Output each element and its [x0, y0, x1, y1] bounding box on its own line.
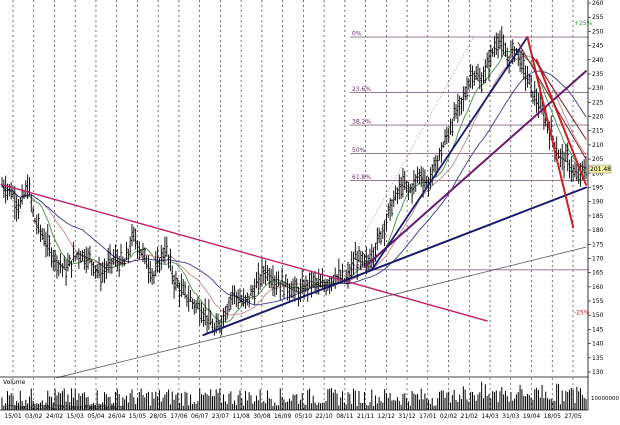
price-tick-label: 150 — [592, 312, 604, 319]
date-tick-label: 02/02 — [440, 413, 457, 420]
price-tick-label: 135 — [592, 355, 604, 362]
date-tick-label: 28/05 — [150, 413, 167, 420]
date-tick-label: 21/11 — [357, 413, 374, 420]
date-tick-label: 05/10 — [295, 413, 312, 420]
price-tick-label: 230 — [592, 85, 604, 92]
date-tick-label: 23/07 — [212, 413, 229, 420]
date-tick-label: 12/12 — [378, 413, 395, 420]
trend-line-long — [56, 246, 587, 379]
fibonacci-levels: 0%23.6%38.2%50%61.8%100% — [339, 31, 588, 279]
price-tick-label: 185 — [592, 213, 604, 220]
volume-label: Volume — [3, 379, 26, 386]
date-tick-label: 11/08 — [232, 413, 249, 420]
trend-line-thin-1 — [517, 42, 587, 160]
volume-tick-label: 10000000 — [591, 396, 619, 402]
fibonacci-label: 50% — [352, 147, 366, 154]
date-tick-label: 03/02 — [25, 413, 42, 420]
date-tick-label: 24/02 — [46, 413, 63, 420]
trend-line-descending — [1, 183, 488, 322]
fibonacci-label: 38.2% — [352, 119, 371, 126]
date-tick-label: 15/01 — [4, 413, 21, 420]
price-tick-label: 200 — [592, 170, 604, 177]
fibonacci-label: 23.6% — [352, 86, 371, 93]
current-price-label: 201.48 — [590, 166, 611, 173]
price-tick-label: 145 — [592, 326, 604, 333]
price-tick-label: 195 — [592, 185, 604, 192]
date-tick-label: 17/01 — [419, 413, 436, 420]
date-tick-label: 17/06 — [170, 413, 187, 420]
price-tick-label: 130 — [592, 369, 604, 376]
price-tick-label: 175 — [592, 241, 604, 248]
trend-line-support — [202, 186, 587, 337]
date-tick-label: 18/05 — [544, 413, 561, 420]
price-tick-label: 155 — [592, 298, 604, 305]
trend-line-red-1 — [526, 36, 575, 229]
percent-marker: +25% — [574, 20, 593, 27]
price-tick-label: 235 — [592, 71, 604, 78]
date-tick-label: 22/10 — [315, 413, 332, 420]
price-tick-label: 245 — [592, 43, 604, 50]
price-tick-label: 225 — [592, 99, 604, 106]
moving-average-long — [1, 70, 587, 306]
price-tick-label: 140 — [592, 341, 604, 348]
price-tick-label: 180 — [592, 227, 604, 234]
current-price-box — [588, 164, 612, 174]
price-tick-label: 170 — [592, 255, 604, 262]
percent-marker: -25% — [574, 309, 590, 316]
fibonacci-label: 61.8% — [352, 174, 371, 181]
price-tick-label: 220 — [592, 114, 604, 121]
date-tick-label: 21/02 — [461, 413, 478, 420]
volume-panel: Volume (c)Trassog @ 2000-2009 Screen Mark… — [0, 376, 588, 411]
date-tick-label: 31/12 — [398, 413, 415, 420]
price-tick-label: 250 — [592, 28, 604, 35]
fibonacci-label: 0% — [352, 31, 362, 38]
price-tick-label: 160 — [592, 284, 604, 291]
trend-line-steep — [370, 36, 529, 271]
trend-lines — [1, 36, 587, 379]
trend-line-thin-2 — [532, 56, 587, 140]
date-axis: 15/01 03/02 24/02 15/03 05/04 26/04 15/05 28/05… — [0, 409, 588, 420]
price-axis: 130 135 140 145 150 155 160 165 170 175 180 185 190 1… — [574, 0, 619, 410]
price-tick-label: 255 — [592, 14, 604, 21]
price-tick-label: 240 — [592, 57, 604, 64]
price-tick-label: 190 — [592, 199, 604, 206]
date-tick-label: 05/04 — [87, 413, 104, 420]
date-tick-label: 16/09 — [274, 413, 291, 420]
date-tick-label: 15/03 — [67, 413, 84, 420]
price-tick-label: 215 — [592, 128, 604, 135]
date-tick-label: 31/03 — [502, 413, 519, 420]
price-tick-label: 205 — [592, 156, 604, 163]
date-tick-label: 26/04 — [108, 413, 125, 420]
date-tick-label: 08/11 — [336, 413, 353, 420]
price-tick-label: 165 — [592, 270, 604, 277]
trend-line-red-2 — [535, 58, 587, 186]
trend-line-purple — [363, 70, 587, 268]
copyright-text: (c)Trassog @ 2000-2009 Screen Market Sys… — [3, 405, 125, 411]
date-tick-label: 27/05 — [564, 413, 581, 420]
date-tick-label: 30/08 — [253, 413, 270, 420]
price-tick-label: 210 — [592, 142, 604, 149]
date-tick-label: 06/07 — [191, 413, 208, 420]
price-bars — [0, 26, 588, 336]
date-tick-label: 14/03 — [481, 413, 498, 420]
date-tick-label: 19/04 — [523, 413, 540, 420]
price-tick-label: 260 — [592, 0, 604, 7]
date-tick-label: 15/05 — [129, 413, 146, 420]
